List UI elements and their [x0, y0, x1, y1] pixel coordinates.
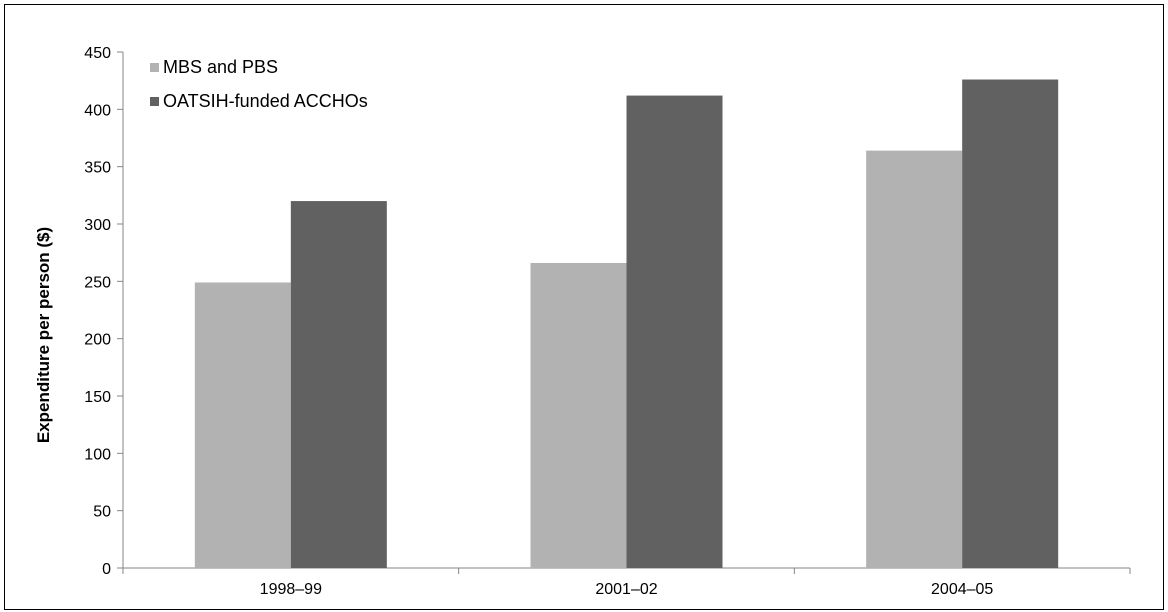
legend: MBS and PBS OATSIH-funded ACCHOs — [150, 57, 368, 111]
y-tick-label: 150 — [84, 389, 111, 406]
y-tick-label: 0 — [102, 561, 111, 578]
bar — [194, 282, 291, 568]
y-tick-label: 350 — [84, 160, 111, 177]
y-axis-title: Expenditure per person ($) — [34, 227, 53, 443]
y-tick-label: 450 — [84, 45, 111, 62]
legend-label: OATSIH-funded ACCHOs — [163, 91, 368, 111]
y-tick-label: 50 — [93, 504, 111, 521]
bar — [866, 150, 963, 568]
bar — [626, 95, 723, 568]
legend-swatch — [150, 63, 159, 72]
y-axis: 0 50 100 150 200 250 300 350 400 450 — [84, 45, 124, 578]
bars — [194, 79, 1059, 569]
legend-label: MBS and PBS — [163, 57, 278, 77]
y-tick-label: 100 — [84, 446, 111, 463]
bar — [530, 262, 627, 568]
x-axis: 1998–99 2001–02 2004–05 — [122, 567, 1131, 598]
x-tick-label: 2001–02 — [595, 581, 657, 598]
y-tick-label: 400 — [84, 102, 111, 119]
y-tick-label: 250 — [84, 274, 111, 291]
x-tick-label: 2004–05 — [931, 581, 993, 598]
y-tick-label: 300 — [84, 217, 111, 234]
legend-swatch — [150, 97, 159, 106]
x-tick-label: 1998–99 — [260, 581, 322, 598]
y-tick-label: 200 — [84, 332, 111, 349]
bar — [962, 79, 1059, 569]
bar — [290, 201, 387, 569]
